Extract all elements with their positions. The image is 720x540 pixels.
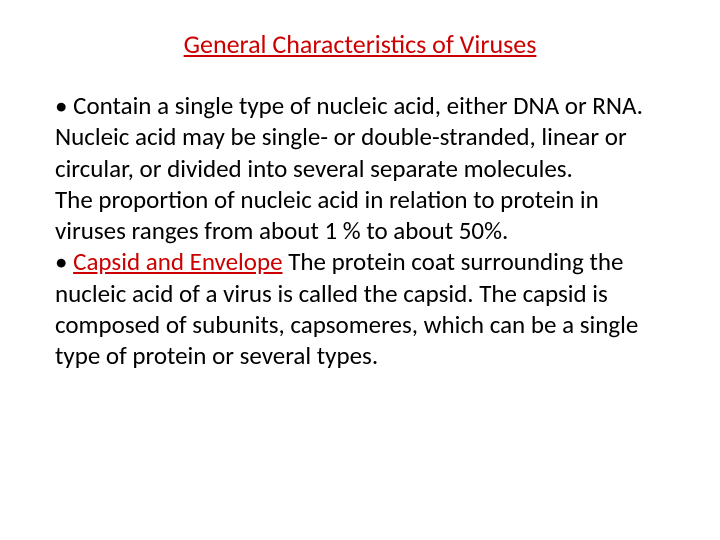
bullet-1: • Contain a single type of nucleic acid,…	[55, 90, 643, 184]
bullet-text-1: Contain a single type of nucleic acid, e…	[55, 90, 643, 184]
bullet-2: • Capsid and Envelope The protein coat s…	[55, 246, 638, 371]
title-text: General Characteristics of Viruses	[184, 28, 537, 60]
slide-title: General Characteristics of Viruses	[55, 28, 665, 60]
bullet-marker-1: •	[55, 90, 73, 121]
paragraph-1: The proportion of nucleic acid in relati…	[55, 184, 599, 246]
slide-body: • Contain a single type of nucleic acid,…	[55, 90, 665, 371]
bullet-heading-2: Capsid and Envelope	[73, 246, 282, 277]
bullet-marker-2: •	[55, 246, 73, 277]
